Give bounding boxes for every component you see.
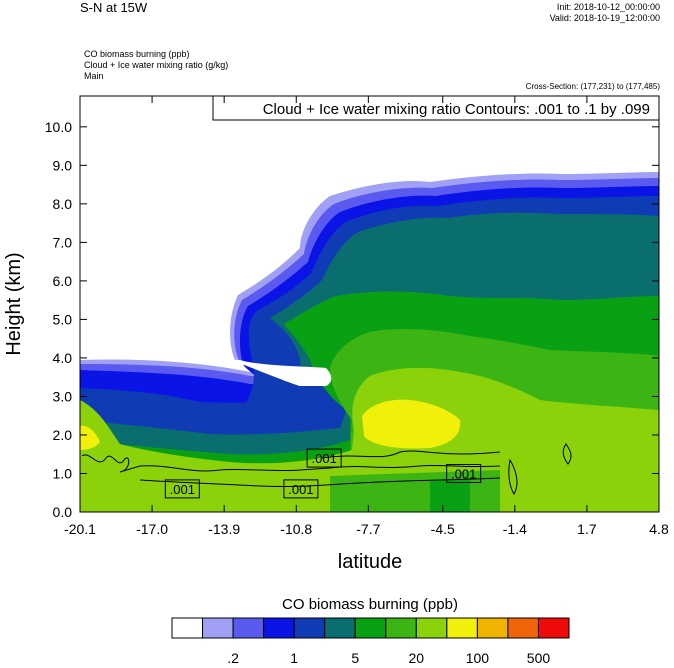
- x-tick-label: -10.8: [280, 521, 312, 537]
- x-tick-label: -7.7: [356, 521, 380, 537]
- y-tick-label: 9.0: [53, 157, 73, 173]
- colorbar-title: CO biomass burning (ppb): [282, 596, 458, 613]
- x-axis: -20.1 -17.0 -13.9 -10.8 -7.7 -4.5 -1.4 1.7 4.8: [64, 96, 669, 537]
- contour-labels: .001 .001 .001 .001: [164, 448, 482, 499]
- y-tick-label: 3.0: [53, 388, 73, 404]
- colorbar-swatch: [446, 617, 478, 639]
- y-tick-label: 8.0: [53, 196, 73, 212]
- y-tick-label: 7.0: [53, 234, 73, 250]
- contour-far-east: [562, 443, 572, 465]
- contour-label: .001: [288, 482, 313, 497]
- contour-info-box: [212, 95, 660, 121]
- contour-label: .001: [312, 451, 337, 466]
- x-tick-label: -20.1: [64, 521, 96, 537]
- field-label-main: Main: [84, 71, 104, 81]
- contour-label: .001: [451, 466, 476, 481]
- colorbar-swatch: [202, 617, 234, 639]
- colorbar-tick-label: 1: [290, 650, 298, 666]
- y-tick-label: 6.0: [53, 273, 73, 289]
- colorbar-swatch: [293, 617, 326, 639]
- colorbar-swatch: [385, 617, 417, 639]
- cross-section-label: Cross-Section: (177,231) to (177,485): [525, 82, 660, 91]
- colorbar-swatch: [324, 617, 356, 639]
- colorbar-tick-label: 100: [466, 650, 490, 666]
- co-shaded-field: [80, 96, 659, 512]
- y-tick-label: 0.0: [53, 504, 73, 520]
- x-tick-label: 1.7: [577, 521, 597, 537]
- colorbar-swatch: [415, 617, 448, 639]
- contour-east: [508, 458, 518, 495]
- contour-label-box: [164, 479, 200, 499]
- contour-main: [81, 454, 501, 473]
- x-tick-label: -17.0: [136, 521, 168, 537]
- contour-label-box: [306, 448, 342, 468]
- y-tick-label: 2.0: [53, 427, 73, 443]
- colorbar-swatch: [171, 617, 204, 639]
- colorbar: .2 1 5 20 100 500: [171, 617, 570, 666]
- chart-title: Cloud + Ice water mixing ratio Contours:…: [263, 101, 650, 118]
- colorbar-tick-label: 20: [409, 650, 425, 666]
- colorbar-tick-label: 5: [351, 650, 359, 666]
- colorbar-swatch: [263, 617, 295, 639]
- x-axis-title: latitude: [338, 551, 403, 573]
- contour-label: .001: [170, 482, 195, 497]
- y-tick-label: 10.0: [45, 119, 72, 135]
- colorbar-swatch: [507, 617, 539, 639]
- colorbar-tick-label: 500: [527, 650, 551, 666]
- y-tick-label: 4.0: [53, 350, 73, 366]
- init-time: Init: 2018-10-12_00:00:00: [556, 2, 660, 12]
- contour-label-box: [446, 463, 482, 483]
- field-label-co: CO biomass burning (ppb): [84, 49, 190, 59]
- x-tick-label: 4.8: [649, 521, 669, 537]
- contour-upper: [321, 450, 501, 459]
- x-tick-label: -13.9: [208, 521, 240, 537]
- dry-intrusion-white: [80, 96, 659, 386]
- contour-label-box: [283, 479, 319, 499]
- x-tick-label: -1.4: [503, 521, 527, 537]
- band-yellow-sw: [80, 425, 100, 450]
- colorbar-swatch: [537, 617, 570, 639]
- y-tick-label: 1.0: [53, 465, 73, 481]
- x-tick-label: -4.5: [431, 521, 455, 537]
- band-low-dark-green: [430, 478, 470, 512]
- y-axis: 0.0 1.0 2.0 3.0 4.0 5.0 6.0 7.0 8.0 9.0 10.0: [45, 119, 659, 520]
- colorbar-swatch: [476, 617, 509, 639]
- contour-main-lower: [139, 477, 501, 488]
- valid-time: Valid: 2018-10-19_12:00:00: [549, 13, 660, 23]
- plot-title: S-N at 15W: [80, 0, 148, 15]
- cloud-contours: [81, 443, 572, 495]
- colorbar-tick-label: .2: [227, 650, 239, 666]
- y-axis-title: Height (km): [3, 252, 25, 355]
- colorbar-swatch: [354, 617, 387, 639]
- y-tick-label: 5.0: [53, 311, 73, 327]
- field-label-cloud: Cloud + Ice water mixing ratio (g/kg): [84, 60, 229, 70]
- band-yellow: [362, 399, 461, 449]
- colorbar-swatch: [232, 617, 265, 639]
